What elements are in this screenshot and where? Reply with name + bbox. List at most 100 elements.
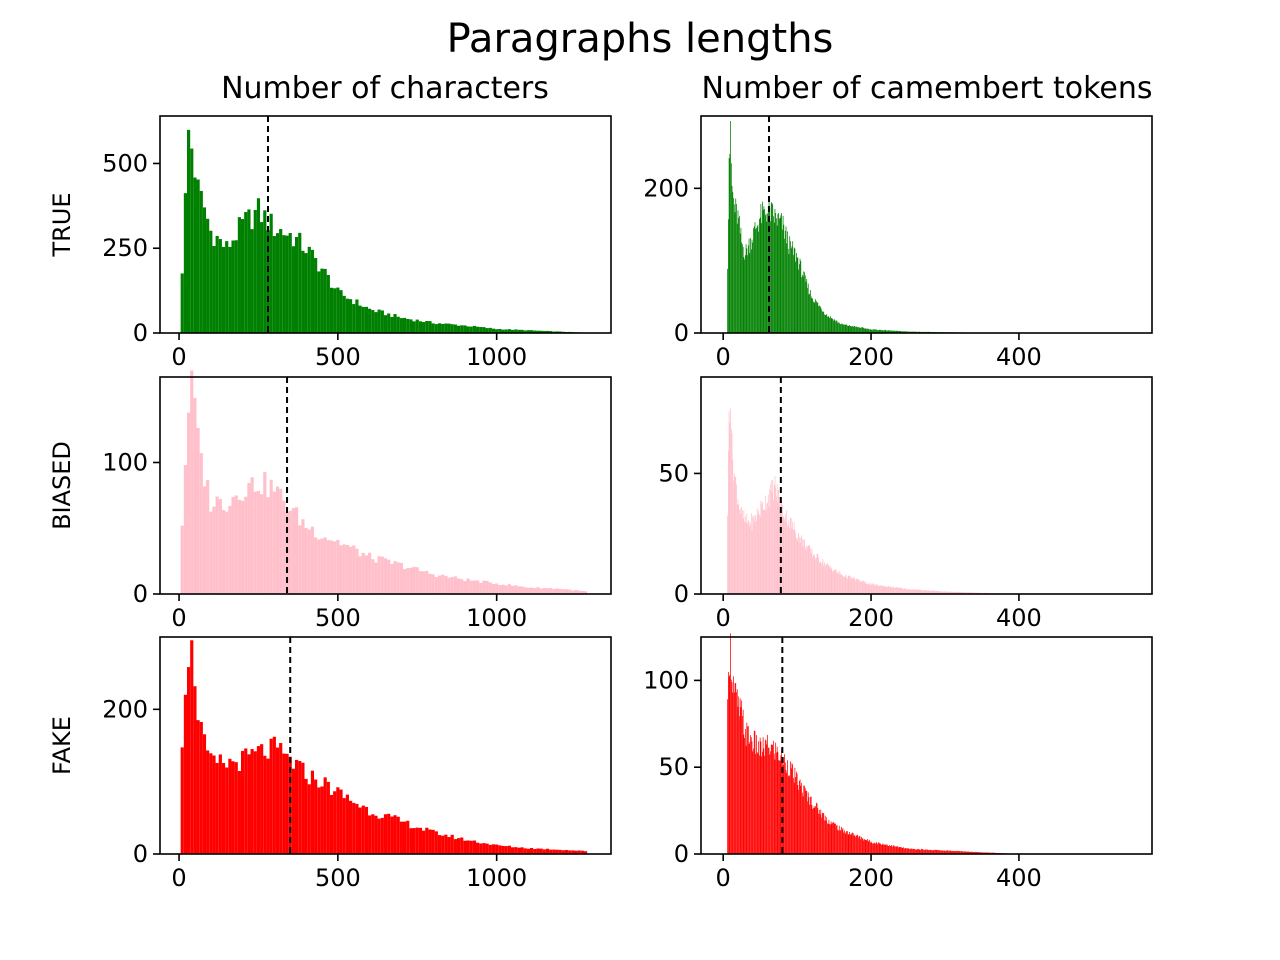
histogram-bar bbox=[823, 565, 825, 594]
histogram-bar bbox=[733, 204, 735, 333]
histogram-bar bbox=[841, 575, 843, 594]
histogram-bar bbox=[954, 591, 955, 594]
histogram-bar bbox=[453, 839, 457, 854]
histogram-bar bbox=[944, 591, 946, 594]
histogram-bar bbox=[886, 586, 887, 594]
histogram-bar bbox=[780, 755, 782, 854]
histogram-bar bbox=[949, 850, 950, 854]
histogram-bar bbox=[865, 839, 867, 854]
histogram-bar bbox=[928, 590, 930, 594]
histogram-bar bbox=[743, 734, 745, 854]
histogram-bar bbox=[849, 325, 850, 333]
histogram-bar bbox=[858, 836, 860, 854]
histogram-bar bbox=[827, 823, 829, 854]
histogram-bar bbox=[771, 203, 773, 333]
histogram-bar bbox=[976, 851, 978, 854]
histogram-bar bbox=[937, 850, 939, 854]
histogram-bar bbox=[834, 823, 836, 854]
histogram-bar bbox=[793, 522, 795, 594]
histogram-bar bbox=[759, 217, 761, 333]
histogram-bar bbox=[910, 589, 912, 594]
histogram-bar bbox=[282, 500, 286, 594]
histogram-bar bbox=[927, 590, 929, 594]
x-tick-label: 1000 bbox=[466, 343, 527, 371]
histogram-bar bbox=[895, 587, 896, 594]
histogram-bar bbox=[504, 846, 508, 854]
histogram-bar bbox=[930, 849, 932, 854]
histogram-bar bbox=[800, 537, 802, 594]
histogram-bar bbox=[861, 581, 863, 594]
histogram-bar bbox=[441, 574, 445, 594]
histogram-bar bbox=[904, 331, 906, 333]
histogram-bar bbox=[873, 584, 875, 594]
histogram-bar bbox=[917, 849, 918, 854]
histogram-bar bbox=[361, 306, 365, 333]
histogram-bar bbox=[218, 754, 222, 854]
histogram-bar bbox=[272, 491, 276, 594]
histogram-bar bbox=[796, 253, 797, 333]
histogram-bar bbox=[345, 298, 349, 333]
histogram-bar bbox=[945, 850, 947, 854]
histogram-bar bbox=[769, 489, 771, 594]
histogram-bar bbox=[764, 739, 766, 854]
histogram-bar bbox=[886, 587, 888, 594]
histogram-bar bbox=[936, 850, 938, 854]
histogram-bar bbox=[890, 587, 892, 594]
histogram-bar bbox=[965, 592, 967, 594]
histogram-bar bbox=[805, 281, 807, 333]
histogram-bar bbox=[533, 849, 537, 854]
histogram-bar bbox=[199, 453, 203, 594]
histogram-bar bbox=[778, 760, 779, 854]
histogram-bar bbox=[746, 513, 748, 594]
histogram-bar bbox=[762, 751, 763, 854]
histogram-bar bbox=[285, 753, 289, 854]
histogram-bar bbox=[853, 325, 855, 333]
histogram-bar bbox=[815, 802, 817, 854]
histogram-bar bbox=[751, 741, 753, 854]
histogram-bar bbox=[815, 806, 816, 854]
histogram-bar bbox=[881, 330, 883, 333]
histogram-bar bbox=[282, 753, 286, 854]
histogram-bar bbox=[892, 587, 893, 594]
histogram-bar bbox=[980, 852, 981, 854]
histogram-bar bbox=[813, 302, 815, 333]
histogram-bar bbox=[840, 324, 842, 333]
histogram-bar bbox=[542, 588, 546, 594]
histogram-bar bbox=[807, 287, 808, 333]
histogram-bar bbox=[858, 327, 860, 333]
histogram-bar bbox=[784, 513, 786, 594]
histogram-bar bbox=[935, 849, 937, 854]
histogram-bar bbox=[520, 329, 524, 333]
histogram-bar bbox=[790, 241, 791, 333]
histogram-bar bbox=[929, 849, 931, 854]
histogram-bar bbox=[799, 258, 801, 333]
histogram-bars bbox=[727, 121, 1019, 333]
histogram-bar bbox=[858, 327, 859, 333]
histogram-bar bbox=[810, 796, 811, 854]
histogram-bar bbox=[787, 775, 789, 854]
histogram-bar bbox=[958, 851, 960, 854]
axes-frame bbox=[700, 376, 1153, 595]
histogram-bar bbox=[813, 808, 814, 854]
histogram-bar bbox=[743, 510, 745, 594]
histogram-bar bbox=[894, 587, 896, 594]
histogram-bar bbox=[883, 585, 885, 594]
histogram-bar bbox=[727, 219, 729, 333]
histogram-bar bbox=[294, 759, 299, 854]
histogram-bar bbox=[577, 590, 581, 594]
histogram-bar bbox=[380, 310, 384, 333]
histogram-bar bbox=[757, 753, 759, 854]
histogram-bar bbox=[479, 327, 483, 333]
histogram-bar bbox=[795, 533, 797, 594]
histogram-bar bbox=[922, 590, 924, 594]
x-tick-label: 400 bbox=[996, 864, 1042, 892]
histogram-bar bbox=[951, 591, 953, 594]
panel-TRUE-characters: 0 500 1000 0 250 500 TRUE bbox=[48, 115, 612, 371]
histogram-bar bbox=[912, 848, 913, 854]
histogram-bar bbox=[183, 465, 187, 594]
histogram-bar bbox=[918, 589, 920, 594]
histogram-bar bbox=[943, 591, 944, 594]
histogram-bar bbox=[809, 545, 811, 594]
histogram-bar bbox=[861, 581, 862, 594]
histogram-bar bbox=[748, 743, 750, 854]
